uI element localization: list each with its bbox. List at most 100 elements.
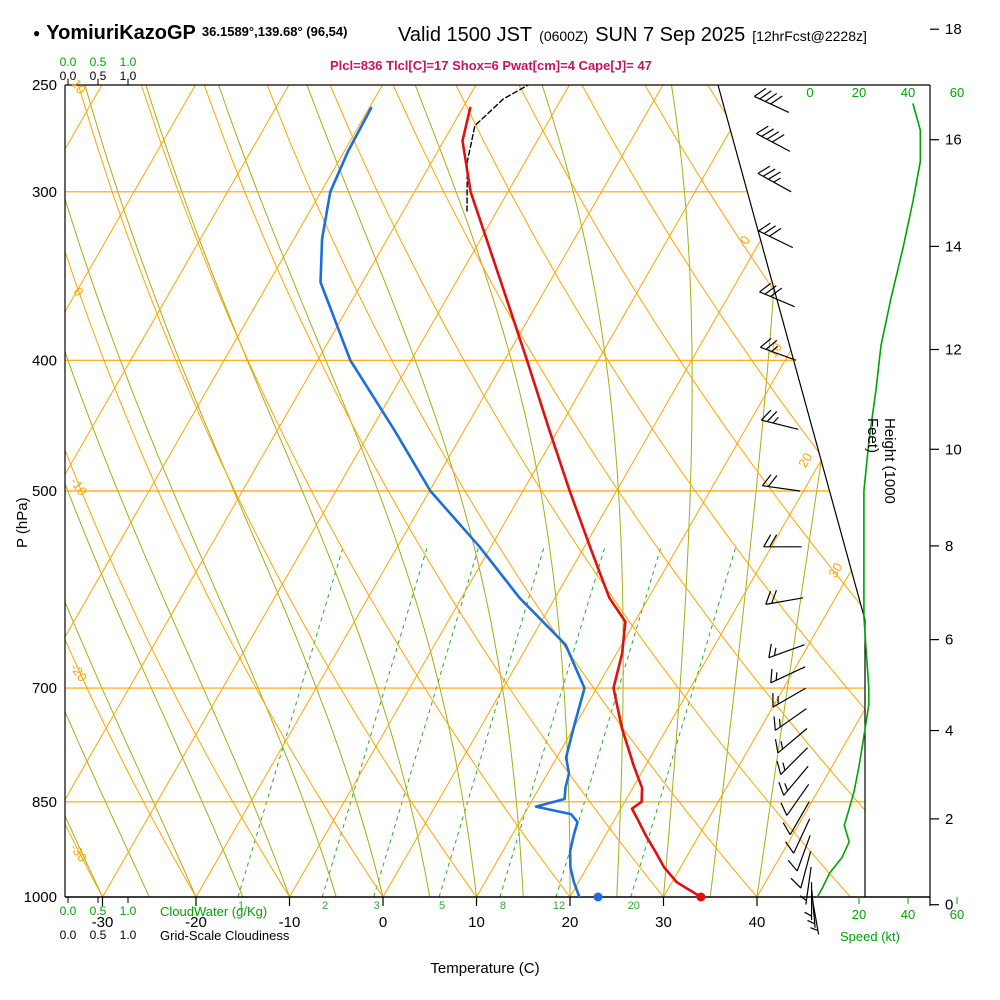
- dry-adiabat-label: 0: [70, 285, 86, 300]
- height-tick-label: 14: [945, 238, 962, 255]
- mixing-ratio-label: 3: [374, 900, 380, 912]
- wind-barbs: [754, 87, 820, 935]
- scale-value: 0.0: [59, 904, 77, 918]
- temperature-tick-label: -30: [92, 914, 114, 931]
- height-tick-label: 2: [945, 811, 953, 828]
- scale-value: 0.5: [89, 69, 107, 83]
- height-tick-label: 12: [945, 342, 962, 359]
- cloudwater-scale-bottom: 0.0 0.5 1.0: [53, 904, 163, 918]
- speed-tick-label: 20: [852, 907, 866, 922]
- height-axis: 02468101214161820222426283032: [929, 21, 962, 914]
- temperature-tick-label: 40: [749, 914, 766, 931]
- dry-adiabats: [65, 85, 865, 897]
- pressure-tick-label: 250: [32, 77, 57, 94]
- pressure-tick-label: 400: [32, 352, 57, 369]
- cloudiness-scale-top: 0.0 0.5 1.0: [53, 69, 163, 83]
- dry-adiabat-label: -30: [67, 841, 90, 865]
- temperature-tick-label: -20: [185, 914, 207, 931]
- moist-adiabats: [65, 85, 865, 897]
- dry-adiabat-label: -10: [67, 475, 90, 499]
- scale-value: 0.0: [59, 928, 77, 942]
- scale-value: 1.0: [119, 928, 137, 942]
- speed-tick-label: 40: [901, 85, 915, 100]
- cloudiness-scale-bottom: 0.0 0.5 1.0: [53, 928, 163, 942]
- scale-value: 1.0: [119, 904, 137, 918]
- scale-value: 0.5: [89, 928, 107, 942]
- mixing-ratio-label: 20: [628, 900, 640, 912]
- mixing-ratio-labels: 1 2 3 5 8 12 20: [238, 900, 640, 912]
- scale-value: 0.0: [59, 69, 77, 83]
- cloudwater-label: CloudWater (g/Kg): [160, 904, 268, 919]
- valid-date: SUN 7 Sep 2025: [595, 24, 746, 46]
- pressure-tick-label: 500: [32, 483, 57, 500]
- pressure-tick-label: 700: [32, 680, 57, 697]
- height-tick-label: 8: [945, 538, 953, 555]
- mini-scale-ticks: [67, 79, 129, 903]
- temperature-tick-labels: -30 -20 -10 0 10 20 30 40: [92, 897, 766, 931]
- speed-tick-label: 40: [901, 907, 915, 922]
- scale-value: 0.5: [89, 904, 107, 918]
- dry-adiabat-label: 10: [68, 76, 89, 96]
- forecast-tag: [12hrFcst@2228z]: [752, 28, 867, 44]
- station-coords: 36.1589°,139.68° (96,54): [201, 24, 348, 39]
- pressure-tick-labels: 250 300 400 500 700 850 1000: [24, 77, 57, 906]
- station-dot-icon: ●: [33, 26, 41, 40]
- mixing-ratio-label: 2: [322, 900, 328, 912]
- dry-adiabat-left-labels: 10 0 -10 -20 -30: [67, 76, 90, 865]
- mixing-ratio-label: 1: [238, 900, 244, 912]
- height-tick-label: 0: [945, 897, 953, 914]
- scale-value: 0.5: [89, 55, 107, 69]
- mixing-ratio-label: 5: [439, 900, 445, 912]
- height-tick-label: 10: [945, 441, 962, 458]
- isotherm-label: 30: [825, 560, 845, 580]
- height-tick-label: 18: [945, 21, 962, 38]
- pressure-tick-label: 300: [32, 184, 57, 201]
- valid-utc: (0600Z): [539, 28, 589, 44]
- temperature-tick-label: 10: [468, 914, 485, 931]
- station-header: ● YomiuriKazoGP 36.1589°,139.68° (96,54): [33, 22, 347, 44]
- traces: [319, 85, 703, 897]
- temperature-tick-label: -10: [279, 914, 301, 931]
- mixing-ratio-label: 12: [553, 900, 565, 912]
- speed-tick-label: 20: [852, 85, 866, 100]
- pressure-tick-label: 850: [32, 794, 57, 811]
- surface-dewpoint-marker: [593, 892, 603, 902]
- scale-value: 0.0: [59, 55, 77, 69]
- pressure-tick-label: 1000: [24, 889, 57, 906]
- temperature-tick-label: 20: [562, 914, 579, 931]
- mixing-ratio-label: 8: [500, 900, 506, 912]
- temperature-axis-title: Temperature (C): [430, 960, 540, 977]
- speed-tick-label: 0: [806, 85, 813, 100]
- dewpoint-trace: [319, 106, 586, 897]
- isotherm-label: 0: [736, 233, 753, 247]
- stability-indices: Plcl=836 Tlcl[C]=17 Shox=6 Pwat[cm]=4 Ca…: [330, 58, 652, 73]
- temperature-trace: [461, 106, 703, 897]
- mixing-ratio-lines: [237, 546, 737, 897]
- surface-temp-marker: [696, 892, 706, 902]
- station-name: YomiuriKazoGP: [46, 22, 196, 44]
- scale-value: 1.0: [119, 55, 137, 69]
- temperature-tick-label: 30: [655, 914, 672, 931]
- speed-axis-title: Speed (kt): [840, 929, 900, 944]
- surface-markers: [593, 892, 706, 902]
- speed-tick-label: 60: [950, 907, 964, 922]
- isobars: [65, 191, 865, 803]
- plot-frame: [64, 84, 930, 898]
- valid-time: Valid 1500 JST: [398, 24, 533, 46]
- speed-profile: [816, 103, 922, 898]
- cloudwater-scale-top: 0.0 0.5 1.0: [53, 55, 163, 69]
- pressure-axis-title: P (hPa): [14, 497, 31, 548]
- height-axis-title: Height (1000 Feet): [864, 418, 898, 504]
- height-tick-label: 6: [945, 632, 953, 649]
- isotherm-label: 20: [795, 450, 815, 470]
- temperature-tick-label: 0: [379, 914, 387, 931]
- cloudiness-label: Grid-Scale Cloudiness: [160, 928, 290, 943]
- height-tick-label: 4: [945, 723, 953, 740]
- height-tick-label: 16: [945, 132, 962, 149]
- scale-value: 1.0: [119, 69, 137, 83]
- dry-adiabat-label: -20: [67, 661, 90, 685]
